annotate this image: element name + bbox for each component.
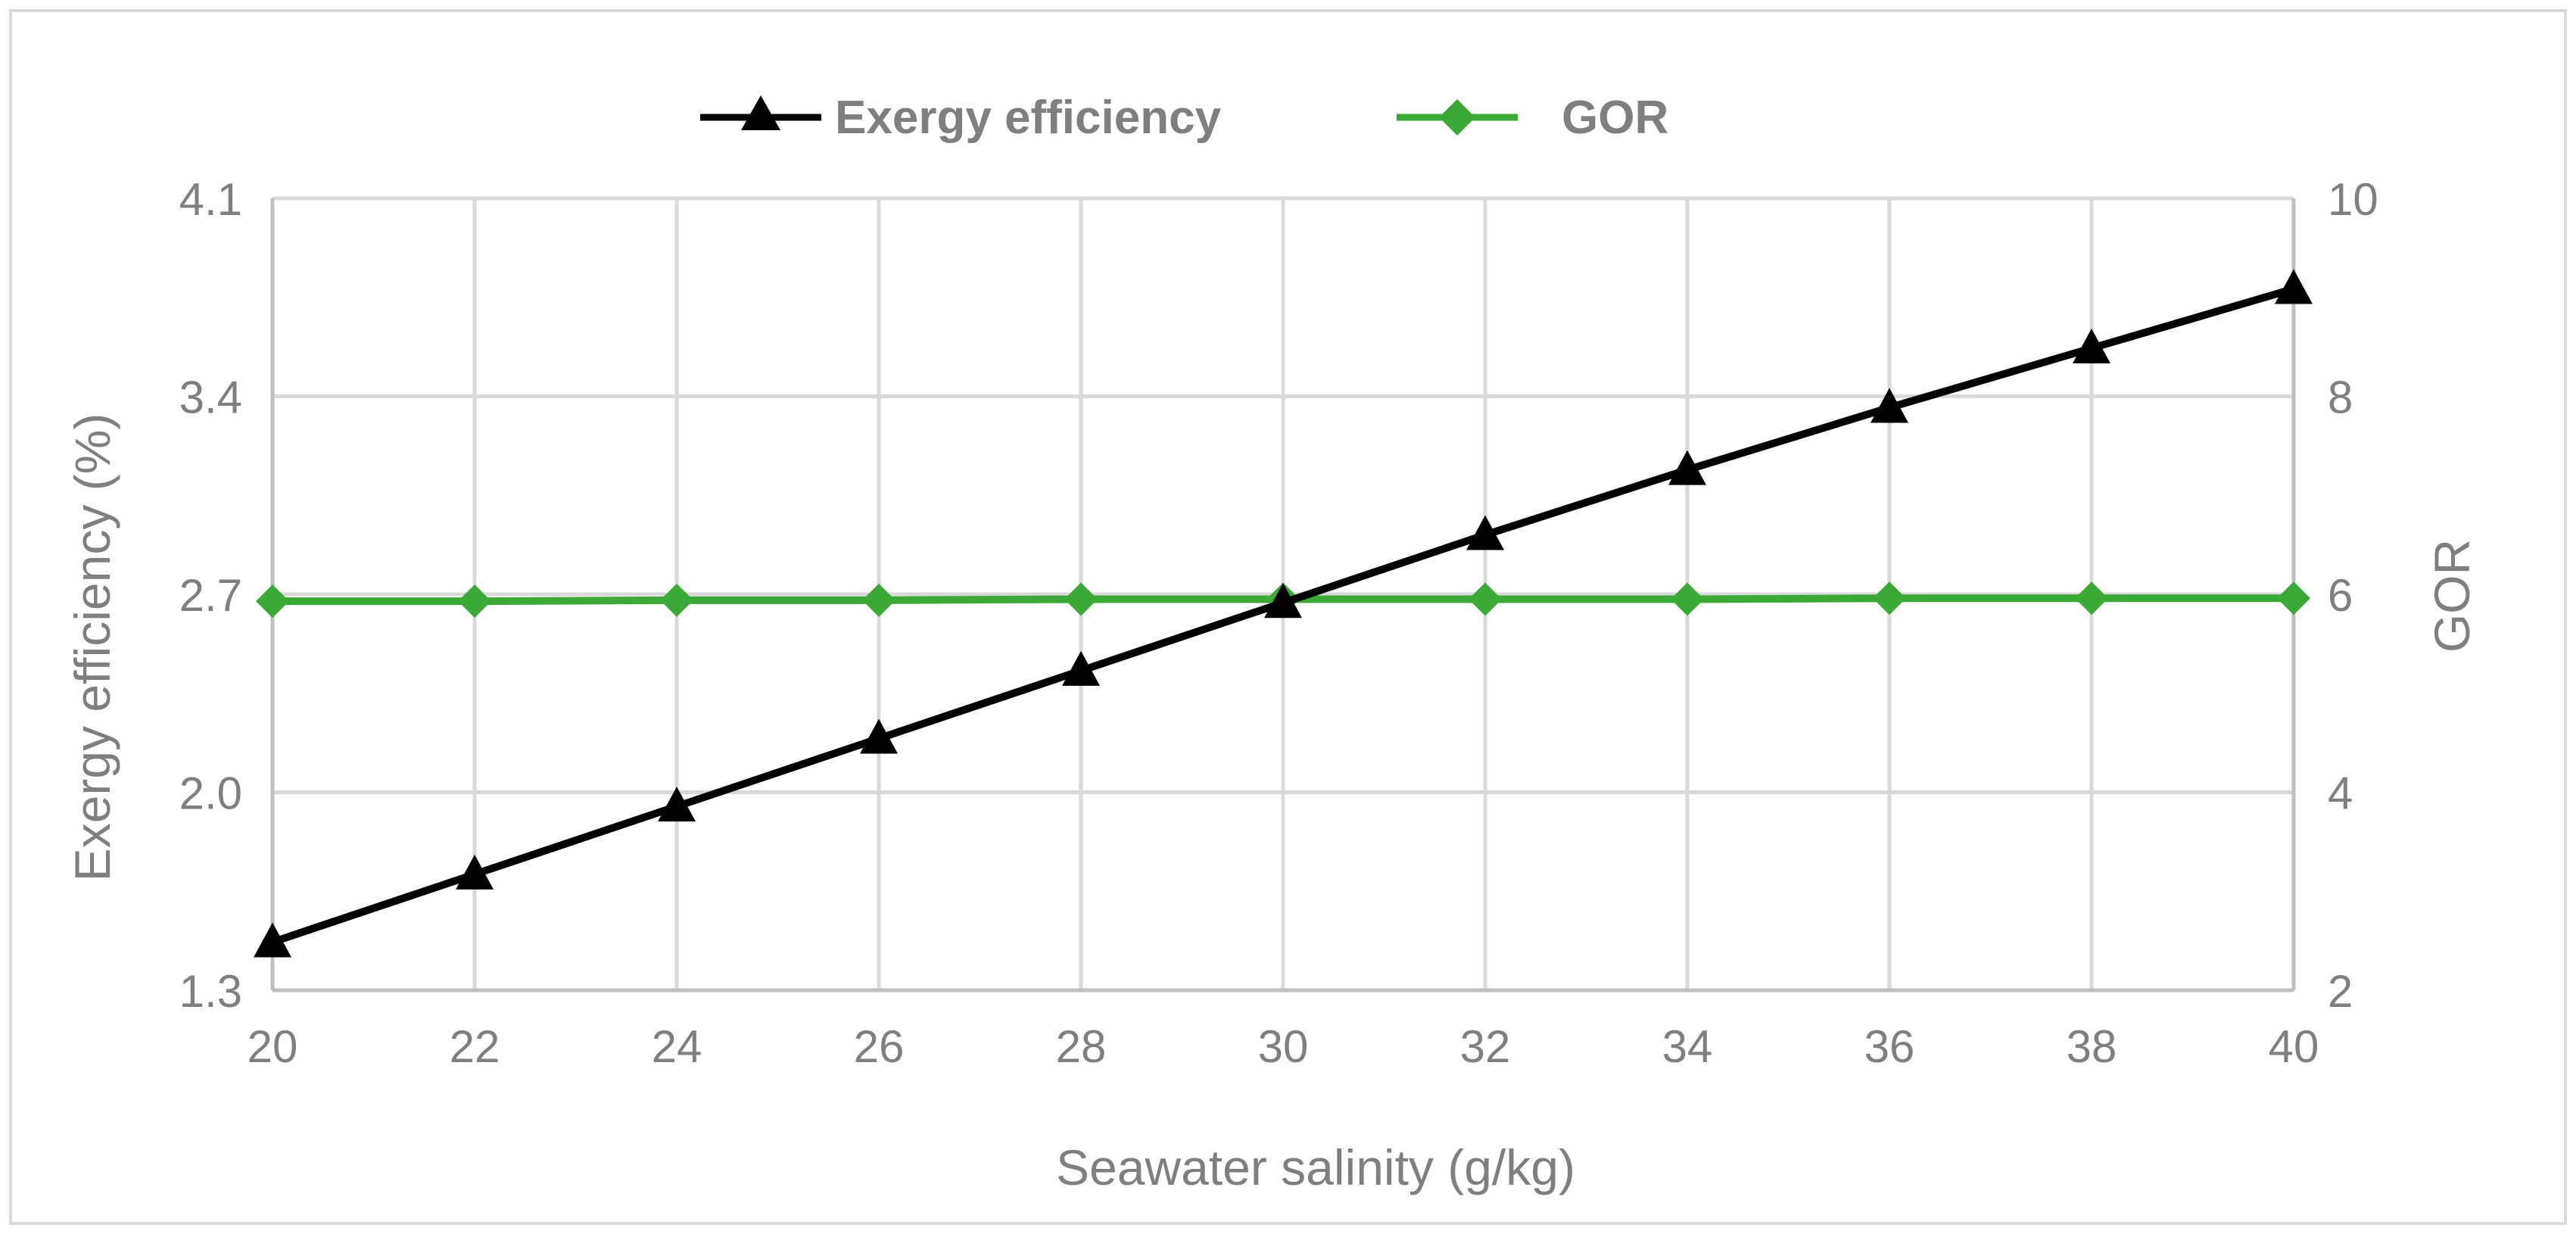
gor-point xyxy=(660,583,693,617)
exergy-point xyxy=(1668,450,1706,485)
y-tick-label: 3.4 xyxy=(179,372,242,423)
exergy-point xyxy=(2275,269,2313,304)
exergy-point xyxy=(456,854,494,890)
y-tick-label: 4.1 xyxy=(179,174,242,225)
gor-point xyxy=(1469,582,1502,616)
legend-diamond-icon xyxy=(1439,99,1475,136)
series xyxy=(254,269,2313,958)
legend: Exergy efficiency GOR xyxy=(700,92,1668,144)
exergy-point xyxy=(2073,328,2110,363)
legend-label-exergy: Exergy efficiency xyxy=(835,92,1222,144)
x-tick-label: 28 xyxy=(1056,1021,1107,1072)
exergy-point xyxy=(1062,650,1100,686)
gor-point xyxy=(1064,582,1098,616)
exergy-point xyxy=(1466,515,1504,550)
gor-point xyxy=(862,583,896,617)
legend-item-gor: GOR xyxy=(1397,92,1668,144)
y2-axis-title: GOR xyxy=(2424,539,2480,653)
y-axis-title: Exergy efficiency (%) xyxy=(64,413,120,882)
x-tick-label: 34 xyxy=(1662,1021,1713,1072)
y2-tick-label: 2 xyxy=(2328,966,2353,1017)
y2-tick-label: 8 xyxy=(2328,372,2353,423)
x-tick-label: 38 xyxy=(2067,1021,2117,1072)
gor-point xyxy=(458,584,491,619)
y-tick-label: 1.3 xyxy=(179,966,242,1017)
legend-triangle-icon xyxy=(741,95,780,130)
y2-tick-label: 10 xyxy=(2328,174,2378,225)
x-tick-label: 36 xyxy=(1864,1021,1915,1072)
y2-tick-label: 4 xyxy=(2328,768,2353,819)
gor-point xyxy=(1873,581,1906,615)
exergy-point xyxy=(254,922,291,958)
x-tick-label: 30 xyxy=(1258,1021,1309,1072)
x-tick-label: 24 xyxy=(652,1021,702,1072)
x-tick-label: 32 xyxy=(1460,1021,1511,1072)
x-tick-label: 22 xyxy=(450,1021,500,1072)
y-tick-label: 2.0 xyxy=(179,768,242,819)
x-tick-label: 26 xyxy=(854,1021,905,1072)
y2-tick-label: 6 xyxy=(2328,570,2353,621)
exergy-point xyxy=(860,718,898,754)
gor-point xyxy=(256,584,289,619)
x-tick-label: 20 xyxy=(248,1021,298,1072)
exergy-point xyxy=(1870,388,1908,423)
x-tick-label: 40 xyxy=(2269,1021,2319,1072)
exergy-point xyxy=(658,787,696,822)
y-tick-label: 2.7 xyxy=(179,570,242,621)
gor-point xyxy=(1671,582,1704,616)
tick-labels: 20 22 24 26 28 30 32 34 36 38 401.32.02.73.44.1246… xyxy=(179,174,2378,1072)
x-axis-title: Seawater salinity (g/kg) xyxy=(1056,1139,1575,1195)
gor-point xyxy=(2277,581,2310,615)
exergy-point xyxy=(1264,583,1302,619)
legend-label-gor: GOR xyxy=(1562,92,1668,144)
gor-point xyxy=(2075,581,2108,615)
legend-item-exergy: Exergy efficiency xyxy=(700,92,1222,144)
